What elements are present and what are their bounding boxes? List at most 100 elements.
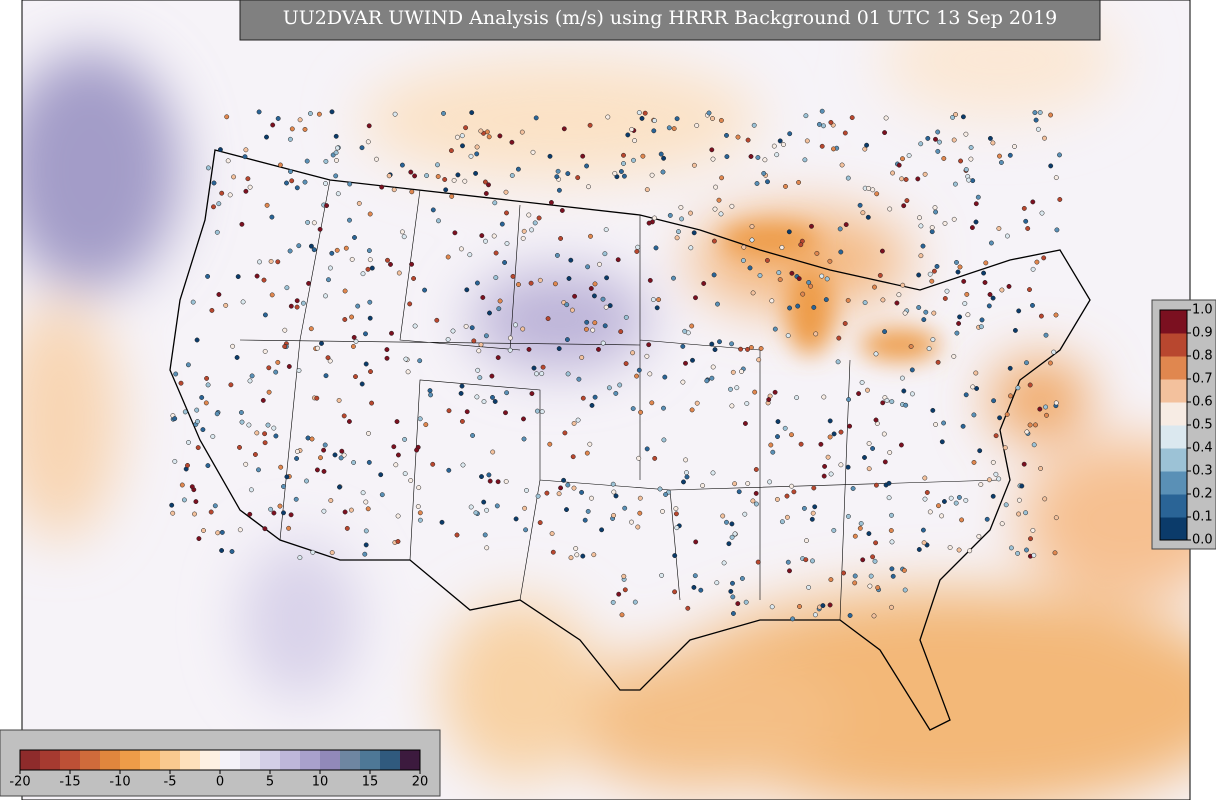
station-dot	[587, 122, 593, 128]
station-dot	[618, 329, 624, 335]
station-dot	[479, 474, 484, 480]
station-dot	[504, 241, 510, 246]
station-dot	[405, 369, 411, 375]
station-dot	[1047, 360, 1053, 366]
station-dot	[874, 191, 880, 197]
station-dot	[293, 496, 299, 502]
station-dot	[262, 431, 268, 437]
station-dot	[1039, 210, 1045, 216]
station-dot	[926, 346, 932, 352]
station-dot	[243, 147, 249, 153]
station-dot	[924, 490, 930, 495]
station-dot	[172, 416, 178, 422]
colorbar-swatch	[60, 750, 81, 770]
station-dot	[365, 266, 371, 272]
colorbar-swatch	[1160, 402, 1187, 426]
station-dot	[990, 493, 996, 499]
station-dot	[1007, 152, 1013, 158]
station-dot	[997, 153, 1002, 159]
station-dot	[929, 278, 935, 284]
tick-label: 5	[266, 775, 274, 790]
station-dot	[1019, 483, 1025, 489]
station-dot	[649, 400, 655, 406]
station-dot	[663, 492, 669, 497]
station-dot	[287, 248, 293, 254]
station-dot	[810, 558, 815, 564]
station-dot	[1023, 218, 1029, 224]
station-dot	[709, 341, 715, 347]
station-dot	[775, 419, 781, 425]
station-dot	[294, 185, 300, 191]
station-dot	[459, 133, 465, 139]
station-dot	[661, 405, 666, 411]
station-dot	[363, 528, 369, 534]
station-dot	[820, 603, 826, 609]
station-dot	[1008, 393, 1013, 399]
colorbar-swatch	[1160, 517, 1187, 541]
station-dot	[956, 321, 962, 326]
station-dot	[791, 489, 797, 495]
station-dot	[469, 110, 475, 116]
station-dot	[477, 375, 483, 381]
station-dot	[996, 476, 1002, 482]
station-dot	[324, 203, 330, 209]
station-dot	[492, 200, 498, 206]
station-dot	[561, 126, 567, 132]
station-dot	[367, 211, 373, 217]
station-dot	[977, 448, 983, 454]
station-dot	[562, 430, 568, 436]
station-dot	[526, 212, 532, 218]
station-dot	[463, 323, 469, 329]
station-dot	[1024, 360, 1029, 366]
colorbar-swatch	[1160, 448, 1187, 472]
station-dot	[366, 248, 372, 254]
station-dot	[875, 585, 881, 591]
station-dot	[342, 509, 348, 515]
station-dot	[172, 458, 178, 464]
tick-label: 10	[312, 775, 329, 790]
station-dot	[888, 528, 894, 533]
station-dot	[933, 422, 939, 427]
station-dot	[459, 418, 465, 424]
station-dot	[294, 449, 300, 454]
station-dot	[316, 111, 322, 117]
station-dot	[304, 158, 310, 164]
station-dot	[366, 459, 372, 465]
station-dot	[603, 304, 609, 310]
station-dot	[768, 442, 774, 448]
station-dot	[968, 156, 974, 162]
station-dot	[351, 334, 357, 340]
station-dot	[674, 525, 680, 531]
station-dot	[288, 169, 293, 174]
station-dot	[701, 281, 707, 286]
station-dot	[732, 531, 738, 537]
station-dot	[597, 261, 602, 267]
station-dot	[931, 268, 937, 274]
station-dot	[486, 472, 492, 478]
station-dot	[750, 290, 756, 296]
station-dot	[711, 272, 717, 278]
station-dot	[674, 235, 680, 241]
station-dot	[549, 531, 555, 537]
station-dot	[1024, 429, 1030, 435]
station-dot	[590, 327, 596, 333]
station-dot	[459, 383, 465, 389]
station-dot	[987, 135, 993, 141]
station-dot	[262, 348, 268, 354]
station-dot	[359, 145, 365, 151]
station-dot	[693, 539, 699, 545]
station-dot	[636, 455, 642, 461]
station-dot	[756, 357, 762, 363]
station-dot	[647, 277, 653, 283]
station-dot	[959, 517, 965, 523]
station-dot	[936, 503, 941, 509]
station-dot	[580, 395, 586, 401]
station-dot	[564, 507, 569, 513]
station-dot	[483, 238, 488, 244]
station-dot	[804, 138, 810, 144]
station-dot	[812, 504, 818, 510]
station-dot	[520, 326, 526, 332]
station-dot	[534, 408, 540, 414]
station-dot	[1042, 135, 1047, 141]
